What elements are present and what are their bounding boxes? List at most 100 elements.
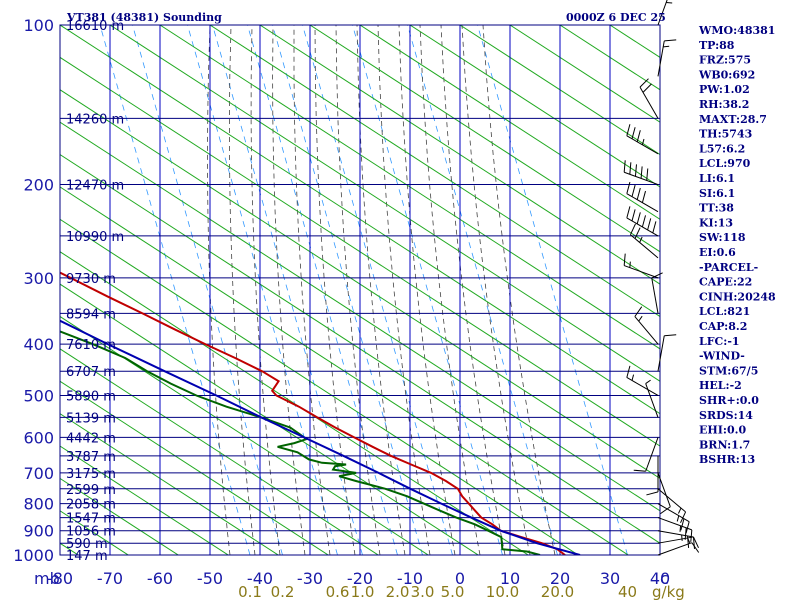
wind-barb <box>657 488 687 524</box>
sounding-index: EI:0.6 <box>699 246 736 259</box>
temperature-tick-label: 10 <box>500 569 520 588</box>
temperature-unit-label: c <box>660 569 669 588</box>
isotherms <box>60 25 660 555</box>
wind-barb-flag <box>676 515 680 522</box>
wind-barb-flag <box>692 536 699 549</box>
wind-barb-flag <box>684 527 687 540</box>
wind-barb-flag <box>681 534 683 541</box>
pressure-tick-label: 300 <box>23 269 54 288</box>
wind-barb-flag <box>666 1 673 4</box>
height-label: 4442 m <box>66 431 116 446</box>
mixing-ratio-axis: 0.1 0.2 0.6 1.0 2.0 3.0 5.0 10.0 20.0 40 g/kg <box>238 583 685 600</box>
wind-barb-staff <box>657 40 665 77</box>
parcel-line <box>60 319 581 555</box>
sounding-index: TP:88 <box>699 39 735 52</box>
sounding-index: CAPE:22 <box>699 276 752 289</box>
wind-barb <box>657 334 677 372</box>
height-label: 3175 m <box>66 467 116 482</box>
wind-barb-flag <box>646 491 659 496</box>
wind-barb-flag <box>642 83 652 93</box>
wind-barb-staff <box>645 437 659 472</box>
wind-barb-flag <box>647 218 652 231</box>
wind-barb <box>634 306 659 345</box>
wind-barb <box>651 272 663 314</box>
mixing-ratio-label: 0.6 <box>326 583 350 600</box>
wind-barb-flag <box>623 253 626 266</box>
height-label: 9730 m <box>66 272 116 287</box>
wind-barb-staff <box>657 542 692 556</box>
temperature-tick-label: -30 <box>297 569 323 588</box>
temperature-tick-label: 30 <box>600 569 620 588</box>
pressure-tick-label: 700 <box>23 464 54 483</box>
wind-barb-flag <box>646 168 649 181</box>
wind-barb-flag <box>633 469 646 472</box>
temperature-tick-label: -40 <box>247 569 273 588</box>
sounding-index: -WIND- <box>699 350 745 363</box>
sounding-index: STM:67/5 <box>699 364 758 377</box>
wind-barb-flag <box>623 160 626 173</box>
sounding-index: WB0:692 <box>698 68 755 81</box>
wind-barb-staff <box>657 472 671 507</box>
wind-barb <box>657 39 677 77</box>
temperature-tick-label: -80 <box>47 569 73 588</box>
wind-barb-flag <box>631 184 636 197</box>
mixing-ratio-unit: g/kg <box>652 583 685 600</box>
wind-barb <box>639 78 659 119</box>
y-axis-unit: mb <box>34 569 60 588</box>
wind-barb <box>645 379 659 418</box>
wind-barb-flag <box>691 542 700 553</box>
height-label: 5890 m <box>66 389 116 404</box>
sounding-index: SI:6.1 <box>699 187 735 200</box>
temperature-axis: -80 -70 -60 -50 -40 -30 -20 -10 0 10 20 30 40c <box>47 569 670 588</box>
wind-barb-flag <box>636 130 641 142</box>
wind-barb-flag <box>641 138 645 145</box>
wind-barb-flag <box>631 209 636 222</box>
pressure-tick-label: 600 <box>23 428 54 447</box>
height-label: 2058 m <box>66 498 116 513</box>
wind-barb-staff <box>657 536 694 544</box>
mixing-ratio-label: 3.0 <box>411 583 435 600</box>
wind-barb <box>657 503 690 534</box>
wind-barb-flag <box>631 374 635 381</box>
height-label: 12470 m <box>66 179 124 194</box>
temperature-line <box>60 271 566 555</box>
mixing-ratio-label: 2.0 <box>386 583 410 600</box>
height-labels: 16610 m 14260 m 12470 m 10990 m 9730 m 8594 m… <box>66 19 124 564</box>
isobars <box>60 25 660 555</box>
sounding-index: WMO:48381 <box>698 24 775 37</box>
wind-barb <box>626 206 659 237</box>
dewpoint-line <box>60 330 541 555</box>
wind-barb <box>657 0 673 26</box>
sounding-index: PW:1.02 <box>699 83 750 96</box>
mixing-ratio-label: 10.0 <box>486 583 519 600</box>
wind-barb <box>629 223 659 259</box>
temperature-tick-label: -60 <box>147 569 173 588</box>
sounding-time: 0000Z 6 DEC 25 <box>566 11 666 24</box>
wind-barb-flag <box>631 127 636 139</box>
wind-barb-flag <box>639 236 643 243</box>
sounding-index: BSHR:13 <box>699 453 755 466</box>
wind-barb-flag <box>641 215 647 228</box>
wind-barb-flag <box>663 45 670 48</box>
mixing-ratio-label: 40 <box>618 583 637 600</box>
wind-barb-flag <box>629 223 636 235</box>
wind-barb <box>657 536 699 549</box>
sounding-index: -PARCEL- <box>699 261 758 274</box>
wind-barb-flag <box>640 166 643 179</box>
wind-barb-staff <box>657 0 668 26</box>
wind-barb-flag <box>680 511 687 524</box>
wind-barb <box>626 124 659 155</box>
pressure-axis: 100 200 300 400 500 600 700 800 900 1000 <box>13 16 54 565</box>
wind-barb-flag <box>638 315 643 322</box>
wind-barb <box>623 160 659 186</box>
temperature-tick-label: 0 <box>455 569 465 588</box>
mixing-ratio-label: 20.0 <box>541 583 574 600</box>
wind-barb-flag <box>690 529 693 542</box>
wind-barb-flag <box>685 521 690 534</box>
mixing-ratio-label: 0.1 <box>238 583 262 600</box>
sounding-index: LI:6.1 <box>699 172 735 185</box>
wind-barb <box>657 472 671 515</box>
wind-barb <box>626 365 659 396</box>
sounding-index: SHR+:0.0 <box>699 394 759 407</box>
